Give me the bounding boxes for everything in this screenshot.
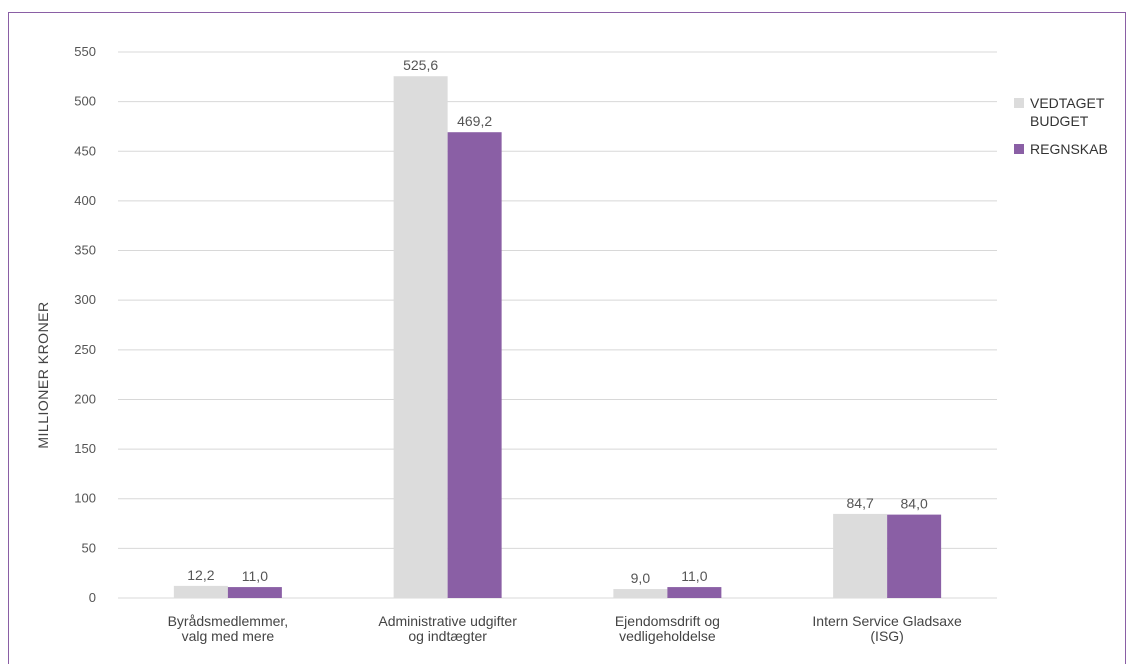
legend-label-regnskab: REGNSKAB: [1030, 141, 1108, 157]
bar-budget: [393, 76, 448, 599]
bar-regnskab: [887, 514, 942, 598]
x-axis-categories: Byrådsmedlemmer,valg med mere Administrat…: [168, 613, 962, 644]
bar-regnskab: [447, 132, 502, 599]
x-category-label: Intern Service Gladsaxe: [812, 613, 962, 629]
y-tick-label: 450: [74, 143, 96, 158]
y-tick-label: 250: [74, 342, 96, 357]
y-tick-label: 350: [74, 243, 96, 258]
data-label: 525,6: [403, 57, 438, 73]
x-category-label: Byrådsmedlemmer,: [168, 613, 289, 629]
y-tick-label: 500: [74, 94, 96, 109]
data-label: 84,7: [847, 495, 874, 511]
data-label: 469,2: [457, 113, 492, 129]
y-tick-label: 400: [74, 193, 96, 208]
y-tick-label: 200: [74, 391, 96, 406]
legend-swatch-regnskab: [1014, 144, 1024, 154]
legend-swatch-budget: [1014, 98, 1024, 108]
legend: VEDTAGET BUDGET REGNSKAB: [1014, 94, 1129, 168]
bars: [173, 76, 942, 599]
y-tick-label: 150: [74, 441, 96, 456]
y-axis-label: MILLIONER KRONER: [35, 301, 51, 448]
data-label: 84,0: [901, 496, 928, 512]
data-labels: 12,2 11,0 525,6 469,2 9,0 11,0 84,7 84,0: [187, 57, 928, 586]
x-category-label: vedligeholdelse: [619, 628, 716, 644]
bar-regnskab: [667, 587, 722, 598]
grid-lines: [118, 51, 997, 599]
x-category-label: Ejendomsdrift og: [615, 613, 720, 629]
legend-item-regnskab: REGNSKAB: [1014, 140, 1129, 158]
x-category-label: (ISG): [870, 628, 903, 644]
x-category-label: og indtægter: [408, 628, 487, 644]
y-axis-ticks: 0 50 100 150 200 250 300 350 400 450 500 550: [74, 44, 96, 605]
y-tick-label: 550: [74, 44, 96, 59]
y-tick-label: 50: [82, 540, 96, 555]
data-label: 11,0: [681, 568, 707, 584]
legend-label-budget: VEDTAGET BUDGET: [1030, 95, 1105, 129]
bar-budget: [613, 589, 668, 598]
data-label: 9,0: [631, 570, 651, 586]
y-tick-label: 300: [74, 292, 96, 307]
data-label: 12,2: [187, 567, 214, 583]
bar-budget: [833, 513, 888, 598]
legend-item-budget: VEDTAGET BUDGET: [1014, 94, 1129, 130]
data-label: 11,0: [242, 568, 268, 584]
bar-budget: [173, 585, 228, 598]
bar-regnskab: [227, 587, 282, 598]
x-category-label: valg med mere: [182, 628, 275, 644]
y-tick-label: 100: [74, 491, 96, 506]
x-category-label: Administrative udgifter: [378, 613, 517, 629]
y-tick-label: 0: [89, 590, 96, 605]
